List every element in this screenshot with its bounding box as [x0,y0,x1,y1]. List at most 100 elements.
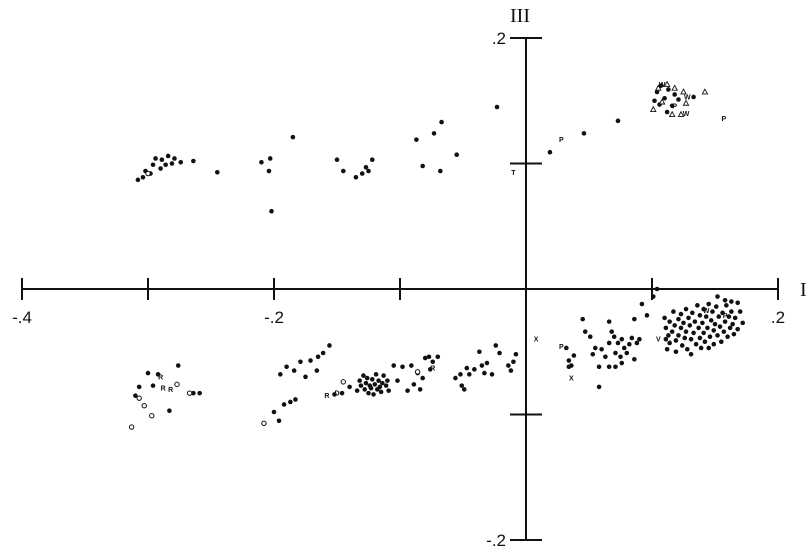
data-point [634,340,640,346]
data-point [354,388,360,393]
x-tick-label: -.2 [264,308,284,327]
data-point [267,156,273,161]
data-point [618,354,623,360]
data-point-letter: P [723,313,728,320]
data-point [666,87,671,92]
data-point [688,351,694,357]
data-point [454,152,460,158]
data-point-open [149,413,155,419]
data-point [593,345,598,351]
data-point [682,335,688,341]
data-point [284,364,289,370]
data-point [717,324,723,329]
data-point [420,375,425,381]
data-point [414,137,419,142]
data-point [458,372,463,377]
data-point [671,309,676,314]
data-point [724,303,729,308]
data-point [385,378,390,383]
data-point [381,373,386,378]
data-point [624,350,630,356]
data-point [569,363,574,368]
data-point [615,118,621,124]
y-axis-title: III [510,5,530,27]
data-point [363,164,369,170]
data-point [667,319,672,324]
data-point [596,364,602,370]
data-point-open [128,424,135,430]
data-point [690,310,695,316]
data-point [547,149,553,155]
data-point [417,387,423,392]
data-point [383,383,389,388]
data-point [716,314,722,319]
data-point [386,388,391,393]
data-point-triangle [663,80,671,87]
data-point [691,330,696,336]
data-point [288,399,293,405]
data-point-triangle [649,105,657,112]
data-point [172,156,177,161]
data-point-letter: R [168,387,173,394]
data-point [581,131,587,136]
data-point [658,83,664,88]
data-point [711,341,717,347]
data-point [627,341,632,347]
data-point [672,92,677,97]
data-point [707,334,713,339]
data-point [391,363,397,368]
axes: I III [22,5,807,540]
data-point [686,315,691,321]
data-point [159,157,165,163]
data-point [708,318,714,323]
data-point [721,329,727,334]
data-point-open [186,390,193,396]
data-point [590,351,596,357]
data-point [606,340,612,346]
data-point [422,355,428,361]
data-point [615,340,621,346]
data-point [377,384,383,390]
data-point [332,392,337,397]
data-point [712,321,718,327]
data-point [461,387,467,392]
data-point [165,153,171,159]
data-point [662,95,667,101]
data-point [676,333,681,338]
data-point [281,402,287,407]
data-point-letter: R [161,386,166,393]
data-point [158,166,163,171]
data-point [479,363,485,368]
data-point [315,354,321,360]
data-point [191,158,196,164]
data-point [700,320,705,326]
data-point [426,354,432,360]
data-point [259,159,264,165]
data-point [654,89,660,95]
data-point [376,378,381,383]
data-point [676,97,681,102]
data-point [732,315,738,321]
x-axis-title: I [800,279,807,301]
data-point [276,418,282,424]
data-point [566,358,572,363]
data-point [632,356,637,362]
data-point [308,358,313,363]
data-point [695,303,700,308]
data-point [489,372,495,377]
data-point [599,346,604,352]
data-point-open [340,379,346,385]
data-point [420,163,425,169]
data-point [427,367,433,372]
data-point [719,339,724,345]
data-point-open [261,420,267,426]
data-point-triangle [658,98,666,105]
data-point [726,314,732,319]
data-point [453,375,458,381]
data-point [178,159,184,165]
data-point [464,365,470,371]
data-point [713,304,719,309]
data-point-letter: X [534,337,539,344]
data-point-letter: W [659,82,666,89]
data-point [571,353,577,358]
